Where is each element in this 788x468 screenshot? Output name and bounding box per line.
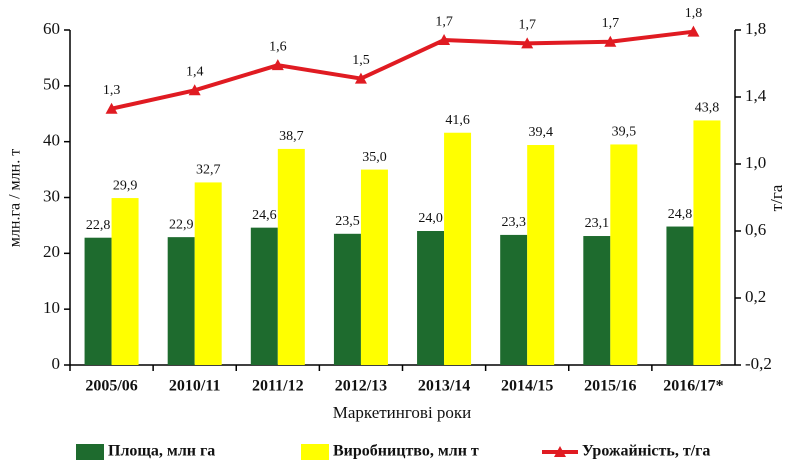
- bar-value-label: 23,1: [585, 216, 610, 231]
- bar-value-label: 24,0: [418, 211, 443, 226]
- bar-value-label: 41,6: [445, 113, 470, 128]
- legend-label: Урожайність, т/га: [582, 443, 710, 460]
- bar: [500, 234, 528, 365]
- x-tick-label: 2005/06: [85, 378, 137, 395]
- bar: [277, 148, 305, 365]
- line-value-label: 1,5: [352, 53, 370, 68]
- line-value-label: 1,7: [518, 18, 536, 33]
- line-marker: [438, 34, 451, 46]
- bar: [84, 237, 112, 365]
- bar-value-label: 24,6: [252, 208, 277, 223]
- bar-value-label: 35,0: [362, 150, 387, 165]
- y-tick-label: 30: [43, 186, 60, 205]
- bar-value-label: 22,8: [86, 218, 111, 233]
- bar: [194, 182, 222, 365]
- line-marker: [604, 35, 617, 47]
- bar: [167, 237, 195, 365]
- line-marker: [105, 102, 118, 114]
- line-marker: [188, 84, 201, 96]
- line-marker: [687, 25, 700, 37]
- y2-tick-label: 0,2: [745, 287, 766, 306]
- bar: [417, 231, 445, 365]
- bar-value-label: 43,8: [695, 101, 720, 116]
- bar-value-label: 24,8: [668, 207, 693, 222]
- legend-swatch: [301, 444, 329, 460]
- y-tick-label: 40: [43, 131, 60, 150]
- y-tick-label: 0: [52, 354, 61, 373]
- y2-axis-label: т/га: [767, 184, 786, 211]
- line-value-label: 1,6: [269, 39, 287, 54]
- legend-label: Виробництво, млн т: [333, 443, 479, 460]
- bar: [444, 132, 472, 365]
- y2-tick-label: 1,4: [745, 86, 767, 105]
- bar: [583, 236, 611, 365]
- bar: [693, 120, 721, 365]
- x-tick-label: 2011/12: [252, 378, 304, 395]
- bar: [111, 198, 139, 365]
- line-marker: [521, 37, 534, 49]
- legend-label: Площа, млн га: [108, 443, 215, 460]
- y2-tick-label: -0,2: [745, 354, 772, 373]
- bar: [610, 144, 638, 365]
- bar-value-label: 29,9: [113, 178, 138, 193]
- x-tick-label: 2012/13: [335, 378, 387, 395]
- x-axis-label: Маркетингові роки: [333, 403, 472, 422]
- line-marker: [271, 59, 284, 71]
- bar-value-label: 23,5: [335, 214, 360, 229]
- bar-value-label: 23,3: [501, 215, 526, 230]
- line-value-label: 1,7: [435, 14, 453, 29]
- bar: [360, 169, 388, 365]
- line-value-label: 1,4: [186, 65, 204, 80]
- line-value-label: 1,3: [103, 83, 121, 98]
- bar-value-label: 32,7: [196, 163, 221, 178]
- line-value-label: 1,7: [602, 16, 620, 31]
- y-tick-label: 60: [43, 19, 60, 38]
- bar-value-label: 38,7: [279, 129, 304, 144]
- x-tick-label: 2015/16: [584, 378, 636, 395]
- y2-tick-label: 1,0: [745, 153, 766, 172]
- bar-value-label: 39,4: [528, 125, 553, 140]
- bar: [333, 233, 361, 365]
- legend-swatch: [554, 446, 566, 457]
- x-tick-label: 2016/17*: [663, 378, 723, 395]
- bar-value-label: 22,9: [169, 217, 194, 232]
- bar-value-label: 39,5: [612, 125, 637, 140]
- y-axis-label: млн.га / млн. т: [7, 149, 24, 247]
- line: [111, 29, 694, 111]
- y2-tick-label: 1,8: [745, 19, 766, 38]
- y-tick-label: 20: [43, 242, 60, 261]
- x-tick-label: 2013/14: [418, 378, 470, 395]
- y-tick-label: 50: [43, 75, 60, 94]
- line-marker: [354, 72, 367, 84]
- bar: [250, 227, 278, 365]
- x-tick-label: 2014/15: [501, 378, 553, 395]
- bar: [527, 145, 555, 365]
- line-value-label: 1,8: [685, 6, 703, 21]
- legend-swatch: [76, 444, 104, 460]
- bar: [666, 226, 694, 365]
- x-tick-label: 2010/11: [169, 378, 221, 395]
- y2-tick-label: 0,6: [745, 220, 766, 239]
- y-tick-label: 10: [43, 298, 60, 317]
